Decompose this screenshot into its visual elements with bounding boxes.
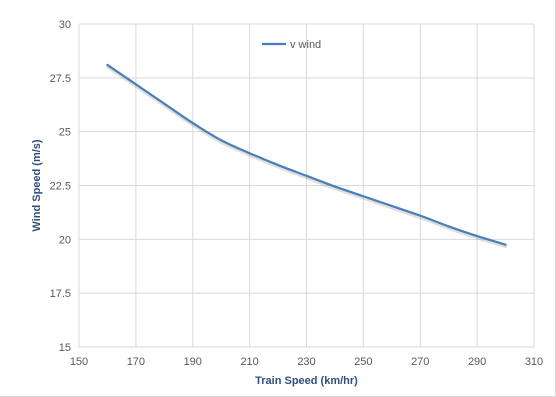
x-tick-label: 250 <box>354 356 372 368</box>
legend: v wind <box>262 39 321 51</box>
x-tick-label: 230 <box>297 356 315 368</box>
x-tick-label: 290 <box>468 356 486 368</box>
x-tick-label: 310 <box>525 356 543 368</box>
y-tick-label: 22.5 <box>50 181 71 193</box>
y-tick-label: 15 <box>59 342 71 354</box>
y-tick-label: 30 <box>59 19 71 31</box>
series-line-shadow <box>105 65 508 249</box>
x-tick-label: 170 <box>127 356 145 368</box>
y-tick-label: 20 <box>59 234 71 246</box>
x-tick-label: 270 <box>411 356 429 368</box>
y-tick-label: 25 <box>59 127 71 139</box>
x-tick-label: 190 <box>184 356 202 368</box>
y-tick-label: 17.5 <box>50 288 71 300</box>
x-axis-title: Train Speed (km/hr) <box>255 375 358 387</box>
x-tick-label: 210 <box>240 356 258 368</box>
series-lines <box>105 63 508 249</box>
tick-labels: 150 170 190 210 230 250 270 290 310 15 17.5 20 22.5 2… <box>50 19 544 368</box>
gridlines <box>78 23 535 348</box>
x-tick-label: 150 <box>70 356 88 368</box>
y-axis-title: Wind Speed (m/s) <box>31 139 43 232</box>
legend-label: v wind <box>290 39 321 51</box>
y-tick-label: 27.5 <box>50 73 71 85</box>
series-line-v-wind <box>106 63 507 246</box>
